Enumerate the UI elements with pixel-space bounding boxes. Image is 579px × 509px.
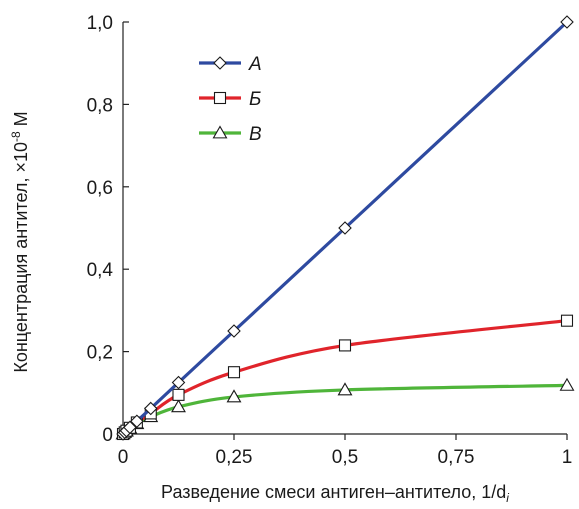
x-tick-label: 0,25 bbox=[216, 447, 253, 468]
x-tick-label: 1 bbox=[562, 447, 573, 468]
y-tick-label: 0 bbox=[102, 425, 113, 446]
data-point bbox=[559, 377, 575, 391]
series-diamond bbox=[116, 15, 574, 441]
series-layer bbox=[115, 15, 575, 441]
legend-label: В bbox=[249, 124, 262, 145]
data-point bbox=[130, 414, 144, 429]
y-axis-title-exp: -8 bbox=[9, 131, 23, 142]
data-point bbox=[123, 420, 137, 435]
data-point bbox=[560, 314, 574, 327]
data-point bbox=[227, 324, 241, 338]
x-tick-label: 0,75 bbox=[438, 447, 475, 468]
series-line bbox=[121, 319, 568, 436]
legend-marker bbox=[213, 56, 227, 70]
legend-marker bbox=[213, 91, 227, 105]
x-axis-title: Разведение смеси антиген–антитело, 1/di bbox=[161, 482, 509, 505]
x-tick-label: 0,5 bbox=[332, 447, 358, 468]
y-tick-label: 0,6 bbox=[87, 178, 113, 199]
y-axis-title-main: Концентрация антител, ×10 bbox=[11, 142, 31, 373]
data-point bbox=[226, 389, 242, 403]
series-triangle bbox=[115, 377, 575, 440]
data-point bbox=[337, 382, 353, 396]
y-tick-label: 1,0 bbox=[87, 13, 113, 34]
legend-marker bbox=[212, 125, 228, 139]
x-axis-title-sub: i bbox=[506, 491, 509, 505]
legend-label: Б bbox=[249, 89, 261, 110]
data-point bbox=[560, 15, 574, 29]
legend-label: А bbox=[248, 54, 262, 75]
data-point bbox=[227, 366, 241, 379]
data-point bbox=[171, 375, 186, 390]
data-point bbox=[338, 339, 352, 352]
data-point bbox=[171, 399, 186, 413]
y-axis-title-unit: М bbox=[11, 111, 31, 131]
x-tick-label: 0 bbox=[118, 447, 129, 468]
y-axis-title: Концентрация антител, ×10-8 М bbox=[9, 111, 31, 372]
data-point bbox=[338, 221, 352, 235]
axes: 0 0,2 0,4 0,6 0,8 1,0 0 0,25 0,5 0,75 1 bbox=[87, 13, 573, 468]
y-tick-label: 0,8 bbox=[87, 95, 113, 116]
legend: АБВ bbox=[199, 54, 262, 145]
x-axis-title-main: Разведение смеси антиген–антитело, 1/d bbox=[161, 482, 506, 502]
data-point bbox=[143, 401, 158, 416]
data-point bbox=[172, 388, 185, 401]
y-tick-label: 0,4 bbox=[87, 260, 114, 281]
y-tick-label: 0,2 bbox=[87, 343, 113, 364]
